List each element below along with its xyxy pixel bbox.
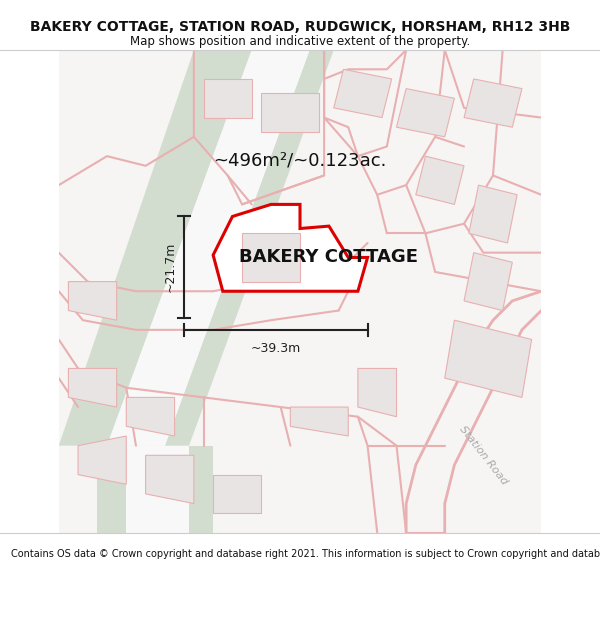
Polygon shape <box>126 398 175 436</box>
Polygon shape <box>78 436 126 484</box>
Polygon shape <box>334 69 392 118</box>
Polygon shape <box>290 407 348 436</box>
Polygon shape <box>469 185 517 243</box>
Polygon shape <box>464 79 522 128</box>
Text: ~21.7m: ~21.7m <box>164 242 177 292</box>
Polygon shape <box>68 369 116 407</box>
Polygon shape <box>242 233 300 282</box>
Polygon shape <box>59 50 252 446</box>
Text: BAKERY COTTAGE: BAKERY COTTAGE <box>239 249 418 266</box>
Polygon shape <box>464 253 512 311</box>
Polygon shape <box>189 446 213 532</box>
Text: ~39.3m: ~39.3m <box>251 342 301 355</box>
Polygon shape <box>445 320 532 398</box>
Text: Contains OS data © Crown copyright and database right 2021. This information is : Contains OS data © Crown copyright and d… <box>11 549 600 559</box>
Polygon shape <box>107 50 310 446</box>
Text: BAKERY COTTAGE, STATION ROAD, RUDGWICK, HORSHAM, RH12 3HB: BAKERY COTTAGE, STATION ROAD, RUDGWICK, … <box>30 20 570 34</box>
Polygon shape <box>213 204 368 291</box>
Polygon shape <box>203 79 252 118</box>
Polygon shape <box>165 50 334 446</box>
Polygon shape <box>213 474 262 513</box>
Text: Station Road: Station Road <box>457 424 509 487</box>
Polygon shape <box>97 446 126 532</box>
Text: Map shows position and indicative extent of the property.: Map shows position and indicative extent… <box>130 35 470 48</box>
Text: ~496m²/~0.123ac.: ~496m²/~0.123ac. <box>213 152 386 170</box>
Polygon shape <box>68 282 116 320</box>
Polygon shape <box>358 369 397 417</box>
Polygon shape <box>262 93 319 132</box>
Polygon shape <box>146 455 194 504</box>
Polygon shape <box>397 89 454 137</box>
Polygon shape <box>416 156 464 204</box>
Polygon shape <box>126 446 189 532</box>
